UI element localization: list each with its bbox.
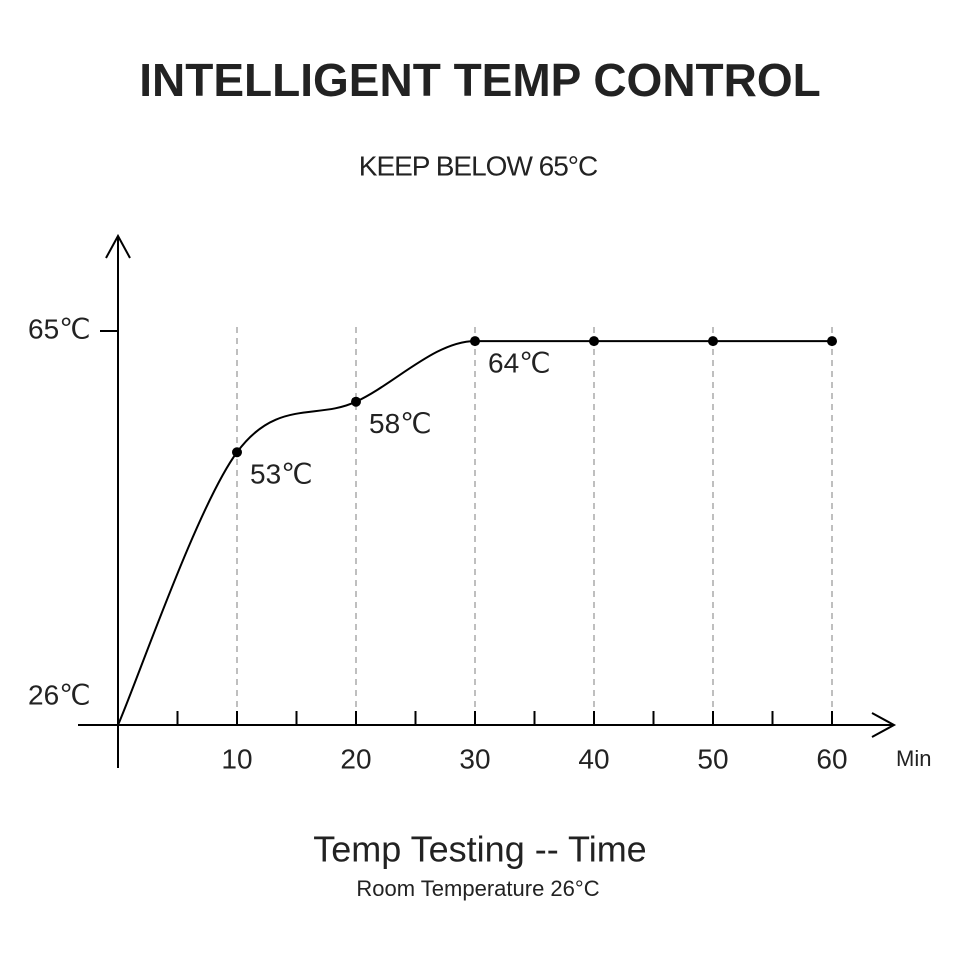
data-point <box>470 336 480 347</box>
temp-line <box>117 340 832 726</box>
x-tick-label: 30 <box>459 743 490 774</box>
data-point <box>351 396 361 407</box>
chart-subtitle: KEEP BELOW 65°C <box>359 150 598 181</box>
y-axis-arrow <box>105 233 131 259</box>
chart-title: INTELLIGENT TEMP CONTROL <box>139 54 820 106</box>
x-tick-label: 10 <box>221 743 252 774</box>
caption: Temp Testing -- Time <box>313 829 646 870</box>
x-tick-label: 50 <box>697 743 728 774</box>
value-label: 64℃ <box>488 347 551 378</box>
value-label: 53℃ <box>250 459 313 490</box>
data-point <box>708 336 718 347</box>
x-axis-arrow <box>871 712 897 738</box>
note: Room Temperature 26°C <box>356 876 599 901</box>
y-tick-label: 26℃ <box>28 679 91 710</box>
value-label: 58℃ <box>369 408 432 439</box>
y-tick-label: 65℃ <box>28 313 91 344</box>
x-tick-label: 40 <box>578 743 609 774</box>
data-point <box>232 447 242 458</box>
data-point <box>827 336 837 347</box>
x-unit: Min <box>896 746 931 771</box>
data-point <box>589 336 599 347</box>
x-tick-label: 60 <box>816 743 847 774</box>
x-tick-label: 20 <box>340 743 371 774</box>
